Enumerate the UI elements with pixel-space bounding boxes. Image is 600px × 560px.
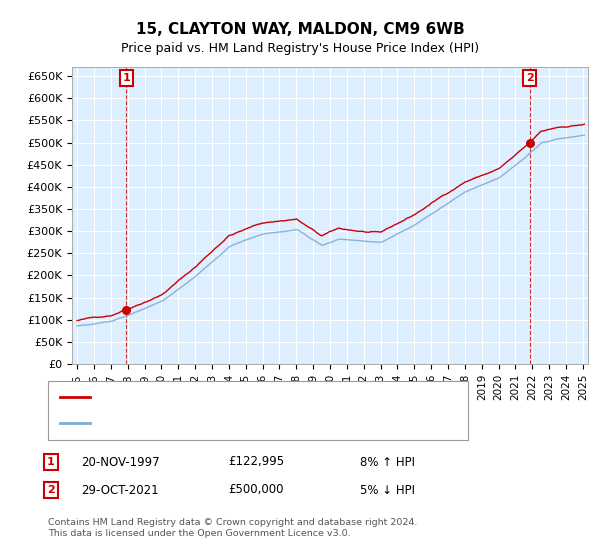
Text: £500,000: £500,000 (228, 483, 284, 497)
Text: 29-OCT-2021: 29-OCT-2021 (81, 483, 158, 497)
Text: 5% ↓ HPI: 5% ↓ HPI (360, 483, 415, 497)
Text: £122,995: £122,995 (228, 455, 284, 469)
Text: 1: 1 (47, 457, 55, 467)
Point (525, 138, 535, 147)
Text: HPI: Average price, detached house, Maldon: HPI: Average price, detached house, Mald… (96, 418, 343, 428)
Text: 20-NOV-1997: 20-NOV-1997 (81, 455, 160, 469)
Text: 8% ↑ HPI: 8% ↑ HPI (360, 455, 415, 469)
Text: 1: 1 (122, 73, 130, 83)
Text: 2: 2 (47, 485, 55, 495)
Text: 15, CLAYTON WAY, MALDON, CM9 6WB (detached house): 15, CLAYTON WAY, MALDON, CM9 6WB (detach… (96, 392, 415, 402)
Text: 15, CLAYTON WAY, MALDON, CM9 6WB: 15, CLAYTON WAY, MALDON, CM9 6WB (136, 22, 464, 38)
Point (121, 305, 131, 314)
Text: 2: 2 (526, 73, 533, 83)
Text: Contains HM Land Registry data © Crown copyright and database right 2024.
This d: Contains HM Land Registry data © Crown c… (48, 518, 418, 538)
Text: Price paid vs. HM Land Registry's House Price Index (HPI): Price paid vs. HM Land Registry's House … (121, 42, 479, 55)
